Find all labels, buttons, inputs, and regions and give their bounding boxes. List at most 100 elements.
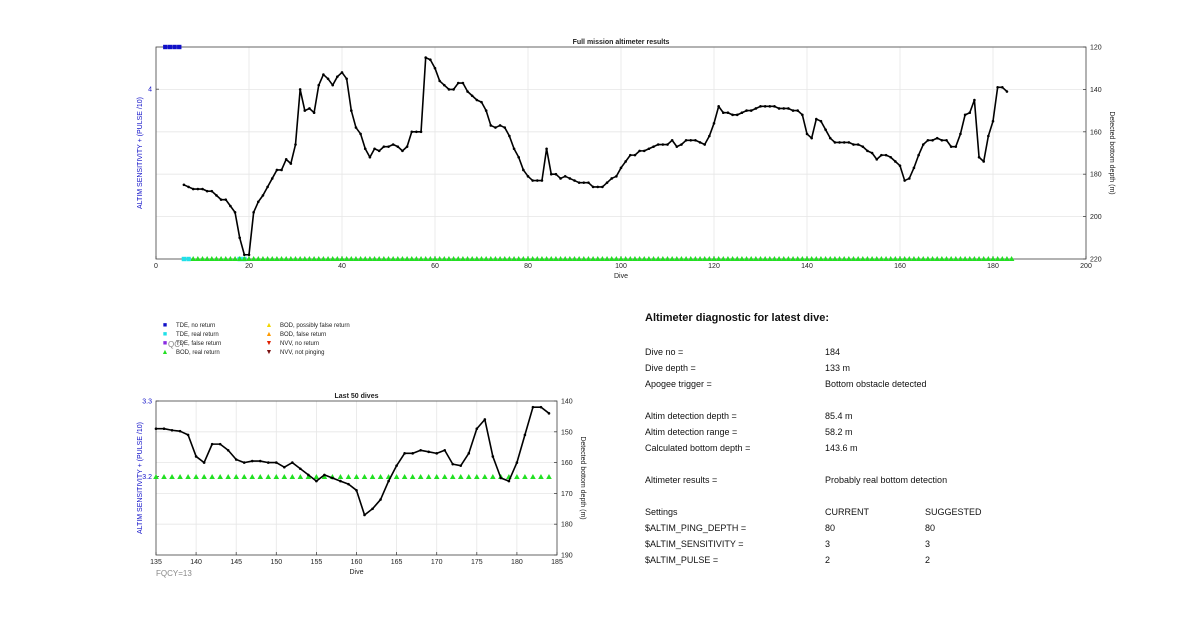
x-tick-label: 180 <box>511 559 523 566</box>
data-point <box>483 418 487 421</box>
data-point <box>959 132 962 136</box>
data-point <box>861 145 865 148</box>
data-point <box>347 482 350 486</box>
chart-0-group <box>155 44 1087 262</box>
marker-square <box>181 256 187 262</box>
series-line <box>183 56 1008 256</box>
marker-triangle <box>869 256 875 261</box>
marker-triangle <box>427 256 434 261</box>
marker-triangle <box>455 256 462 261</box>
marker-triangle <box>636 256 643 261</box>
data-point <box>484 109 488 112</box>
marker-triangle <box>594 256 601 261</box>
legend-square-icon: ■ <box>162 331 168 338</box>
diagnostic-value: 85.4 m <box>825 411 853 421</box>
marker-triangle <box>897 256 903 261</box>
marker-triangle <box>720 256 727 261</box>
data-point <box>526 175 530 178</box>
data-point <box>363 513 366 517</box>
data-point <box>523 433 527 437</box>
diagnostic-row: Calculated bottom depth = 143.6 m <box>645 440 1165 456</box>
marker-triangle <box>241 474 248 479</box>
legend-triangle-up-icon: ▲ <box>265 331 273 338</box>
marker-square <box>186 256 191 262</box>
marker-triangle <box>474 474 480 479</box>
diagnostic-row: Dive depth = 133 m <box>645 360 1165 376</box>
marker-triangle <box>539 256 545 261</box>
marker-triangle <box>911 256 917 261</box>
marker-triangle <box>934 256 940 261</box>
data-point <box>754 107 758 110</box>
diagnostic-key: Dive depth = <box>645 363 696 373</box>
marker-triangle <box>353 256 359 261</box>
data-point <box>549 172 553 176</box>
marker-triangle <box>177 474 183 479</box>
legend-label: TDE, no return <box>176 322 216 329</box>
x-tick-label: 160 <box>894 263 906 270</box>
marker-triangle <box>627 256 634 261</box>
marker-triangle <box>281 474 288 479</box>
marker-triangle <box>367 256 373 261</box>
marker-triangle <box>213 256 220 261</box>
data-point <box>591 185 595 189</box>
y-left-tick-label: 3.2 <box>142 474 152 481</box>
marker-triangle <box>225 474 231 479</box>
marker-triangle <box>901 256 908 261</box>
legend-label: NVV, not pinging <box>280 349 325 356</box>
marker-triangle <box>794 256 801 261</box>
data-point <box>243 253 246 257</box>
data-point <box>345 77 348 81</box>
marker-triangle <box>320 256 327 261</box>
marker-triangle <box>994 256 1001 261</box>
data-point <box>247 253 251 257</box>
data-point <box>615 175 618 178</box>
marker-triangle <box>832 256 838 261</box>
data-point <box>694 138 697 142</box>
x-tick-label: 180 <box>987 263 999 270</box>
marker-triangle <box>743 256 750 261</box>
marker-triangle <box>399 256 406 261</box>
data-point <box>852 143 855 146</box>
y-right-axis-label: Detected bottom depth (m) <box>1108 111 1115 194</box>
marker-triangle <box>966 256 973 261</box>
marker-triangle <box>948 256 954 261</box>
marker-triangle <box>514 474 520 479</box>
data-point <box>470 94 474 98</box>
legend-triangle-up-icon: ▲ <box>161 349 169 356</box>
data-point <box>605 181 609 184</box>
data-point <box>875 158 879 161</box>
data-point <box>433 66 437 70</box>
marker-triangle <box>953 256 959 261</box>
marker-triangle <box>534 256 541 261</box>
diagnostic-value: Probably real bottom detection <box>825 475 948 485</box>
data-point <box>898 164 902 168</box>
marker-triangle <box>409 474 416 479</box>
x-tick-label: 185 <box>551 559 563 566</box>
data-point <box>283 465 286 469</box>
marker-triangle <box>449 474 456 479</box>
marker-triangle <box>478 256 485 261</box>
marker-square <box>172 44 177 50</box>
data-point <box>1001 85 1004 89</box>
marker-triangle <box>433 474 440 479</box>
marker-triangle <box>990 256 996 261</box>
data-point <box>801 113 804 117</box>
data-point <box>336 75 339 78</box>
marker-triangle <box>571 256 578 261</box>
marker-triangle <box>999 256 1006 261</box>
altimeter-diagnostic-panel: Altimeter diagnostic for latest dive: Di… <box>645 312 1165 568</box>
data-point <box>270 177 274 180</box>
data-point <box>545 147 548 151</box>
marker-triangle <box>161 474 167 479</box>
marker-triangle <box>567 256 573 261</box>
data-point <box>796 109 799 112</box>
data-point <box>708 134 711 138</box>
marker-triangle <box>401 474 408 479</box>
data-point <box>205 189 209 193</box>
marker-triangle <box>939 256 945 261</box>
marker-triangle <box>546 474 552 479</box>
data-point <box>987 134 990 138</box>
marker-triangle <box>808 256 815 261</box>
data-point <box>870 151 874 155</box>
marker-triangle <box>357 256 364 261</box>
